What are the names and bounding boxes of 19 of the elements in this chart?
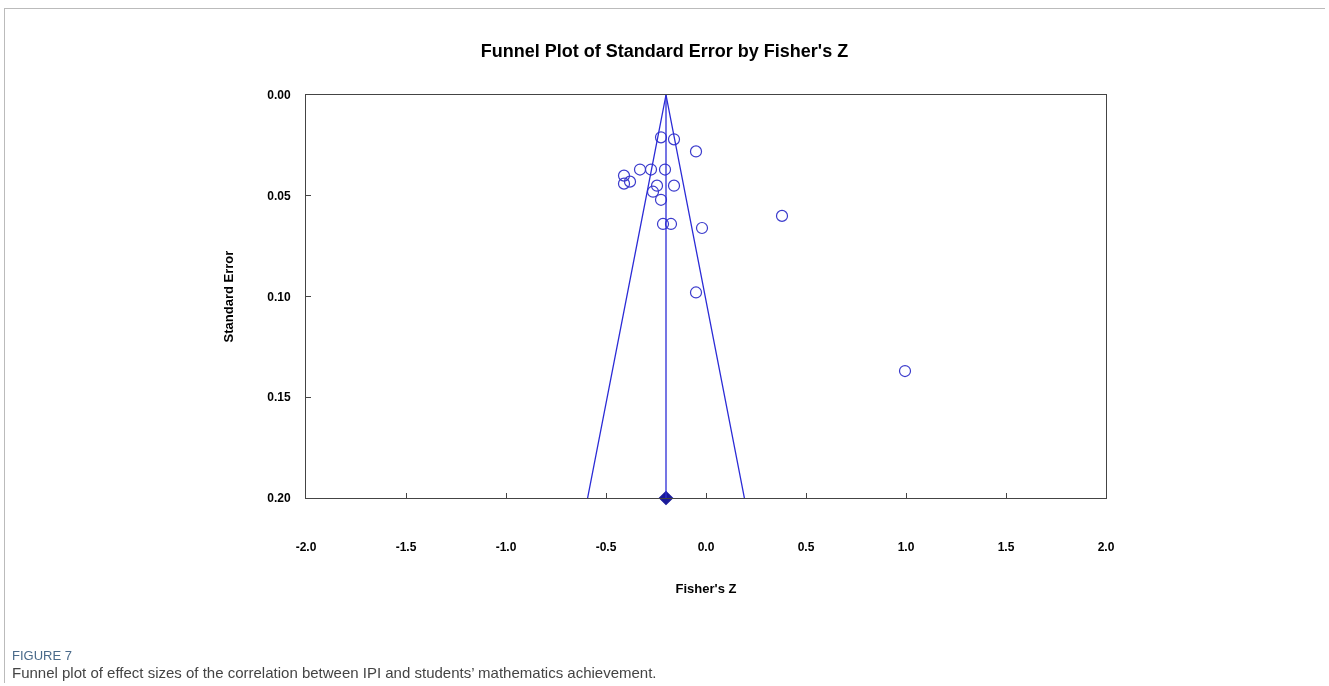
y-tick-label: 0.10 — [267, 289, 291, 304]
y-axis-title: Standard Error — [221, 250, 237, 343]
x-tick-label: 0.5 — [797, 540, 815, 555]
x-tick-label: -0.5 — [595, 540, 617, 555]
x-tick-label: -2.0 — [295, 540, 317, 555]
text: Funnel plot of effect sizes of the correlation between IPI and students’ mathematics achievement. — [12, 664, 657, 681]
y-tick-label: 0.05 — [267, 188, 291, 203]
x-tick-label: 2.0 — [1097, 540, 1115, 555]
x-tick-label: -1.0 — [495, 540, 517, 555]
x-axis-title: Fisher's Z — [675, 581, 737, 596]
x-tick-label: 0.0 — [697, 540, 715, 555]
chart-title: Funnel Plot of Standard Error by Fisher's Z — [480, 41, 849, 62]
x-tick-label: 1.0 — [897, 540, 915, 555]
x-tick-label: 1.5 — [997, 540, 1015, 555]
y-tick-label: 0.20 — [267, 491, 291, 506]
caption: FIGURE 7 — [12, 648, 72, 663]
y-tick-label: 0.00 — [267, 88, 291, 103]
x-tick-label: -1.5 — [395, 540, 417, 555]
y-tick-label: 0.15 — [267, 390, 291, 405]
